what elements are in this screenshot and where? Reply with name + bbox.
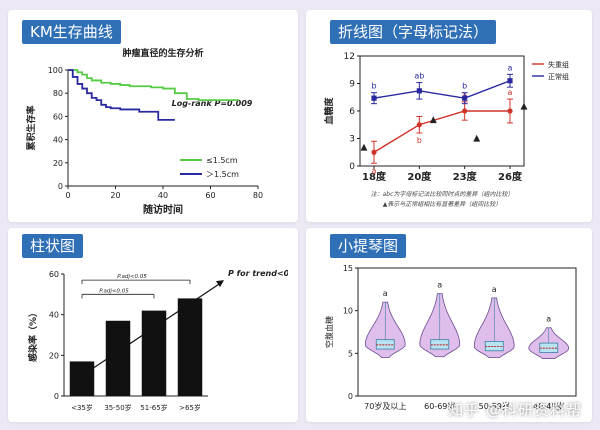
km-x-tick-label: 40 <box>158 191 168 200</box>
line-point <box>462 108 468 114</box>
line-point <box>507 78 513 84</box>
bar-chart: 0 20 40 60 感染率（%） <35岁 35-50岁 51-65岁 >65岁 P for t… <box>27 269 288 412</box>
bar-4 <box>177 298 203 396</box>
line-x-tick-label: 18度 <box>362 170 387 183</box>
line-chart: 03691218度20度23度26度血糖度abaa失重组babba正常组▲▲▲▲… <box>323 52 569 208</box>
violin-x-tick-label: 60-69岁 <box>424 401 455 411</box>
watermark: 知乎 @科研资料帮 <box>448 401 582 419</box>
line-y-tick-label: 3 <box>349 135 355 145</box>
bar-trend-arrowhead <box>216 280 224 288</box>
bar-x-tick-label: 35-50岁 <box>104 403 131 412</box>
bar-trend-arrow <box>81 281 223 377</box>
bar-y-label: 感染率（%） <box>27 308 39 362</box>
km-panel <box>8 10 298 222</box>
violin-y-tick-label: 0 <box>348 392 353 401</box>
km-annotation: Log-rank P=0.009 <box>172 99 253 108</box>
km-x-tick-label: 60 <box>205 191 215 200</box>
line-point <box>371 149 377 155</box>
line-letter-label: a <box>508 63 513 72</box>
km-y-label: 累积生存率 <box>25 105 37 150</box>
line-letter-label: b <box>417 136 422 145</box>
line-y-tick-label: 6 <box>349 107 355 117</box>
violin-x-tick-label: 70岁及以上 <box>364 401 406 411</box>
bar-y-tick-label: 0 <box>54 392 59 401</box>
bar-trend-annotation: P for trend<0.05 <box>228 269 288 278</box>
bar-1 <box>69 361 95 396</box>
violin-panel-title: 小提琴图 <box>330 234 407 258</box>
bar-bracket-label: P.adj<0.05 <box>99 288 129 294</box>
line-letter-label: a <box>372 166 377 175</box>
km-y-tick-label: 0 <box>58 182 63 191</box>
km-y-tick-label: 100 <box>48 66 63 75</box>
km-legend-label-2: ＞1.5cm <box>206 170 239 179</box>
line-point <box>462 95 468 101</box>
line-significance-marker: ▲ <box>473 133 480 143</box>
km-title: 肿瘤直径的生存分析 <box>122 47 203 59</box>
line-x-tick-label: 20度 <box>407 170 432 183</box>
bar-x-tick-label: <35岁 <box>71 403 93 412</box>
line-letter-label: b <box>371 82 376 91</box>
line-letter-label: ab <box>414 72 424 81</box>
violin-x-tick-label: 40-49岁 <box>533 401 564 411</box>
bar-bracket-label: P.adj<0.05 <box>117 274 147 280</box>
violin-letter-label: a <box>546 315 551 324</box>
km-y-tick-label: 80 <box>53 89 63 98</box>
line-y-tick-label: 0 <box>349 162 355 172</box>
violin-letter-label: a <box>437 281 442 290</box>
bar-y-tick-label: 20 <box>49 351 59 360</box>
line-legend-label-2: 正常组 <box>548 72 569 81</box>
line-point <box>371 95 377 101</box>
km-panel-title: KM生存曲线 <box>22 20 121 44</box>
line-y-label: 血糖度 <box>323 97 335 125</box>
line-y-tick-label: 9 <box>349 80 355 90</box>
km-chart: 肿瘤直径的生存分析 0 20 40 60 80 0 20 40 60 80 100 随访时间 累积生存率 L… <box>25 47 263 216</box>
line-letter-label: a <box>508 88 513 97</box>
violin-y-tick-label: 15 <box>343 264 353 273</box>
violin-x-tick-label: 50-59岁 <box>479 401 510 411</box>
line-x-tick-label: 23度 <box>453 170 478 183</box>
line-significance-marker: ▲ <box>361 143 368 153</box>
km-legend-label-1: ≤1.5cm <box>206 156 238 165</box>
line-panel-title: 折线图（字母标记法） <box>330 20 497 44</box>
line-significance-marker: ▲ <box>521 101 528 111</box>
km-y-tick-label: 40 <box>53 136 63 145</box>
violin-letter-label: a <box>383 289 388 298</box>
violin-y-tick-label: 10 <box>343 307 353 316</box>
line-footnote-1: 注：abc为字母标记法比较同时点的差异（组内比较） <box>371 190 514 198</box>
km-x-tick-label: 80 <box>253 191 263 200</box>
violin-plot-frame <box>357 267 577 397</box>
line-footnote-2: ▲表示与正常组相比有显著差异（组间比较） <box>383 200 502 208</box>
km-x-tick-label: 0 <box>65 191 70 200</box>
km-curve-2 <box>68 69 175 121</box>
violin-letter-label: a <box>492 285 497 294</box>
line-series-2 <box>373 80 511 99</box>
bar-x-tick-label: >65岁 <box>179 403 201 412</box>
line-point <box>507 108 513 114</box>
bar-y-tick-label: 60 <box>49 270 59 279</box>
line-significance-marker: ▲ <box>430 115 437 125</box>
bar-x-tick-label: 51-65岁 <box>140 403 167 412</box>
bar-2 <box>105 320 131 396</box>
bar-panel-title: 柱状图 <box>22 234 84 258</box>
km-y-tick-label: 20 <box>53 159 63 168</box>
violin-y-tick-label: 5 <box>348 349 353 358</box>
km-x-label: 随访时间 <box>143 203 183 216</box>
line-legend-label-1: 失重组 <box>548 60 569 69</box>
bar-y-tick-label: 40 <box>49 311 59 320</box>
line-y-tick-label: 12 <box>344 52 355 62</box>
line-series-1 <box>373 110 510 153</box>
km-curve-1 <box>68 69 239 102</box>
violin-chart: 0 5 10 15 空腹血糖 a 70岁及以上 a 60-69岁 a 50-59岁 a 40-49岁 <box>324 264 577 411</box>
km-x-tick-label: 20 <box>110 191 120 200</box>
line-letter-label: b <box>462 82 467 91</box>
km-y-tick-label: 60 <box>53 112 63 121</box>
line-point <box>416 88 422 94</box>
bar-3 <box>141 310 167 396</box>
line-point <box>416 122 422 128</box>
line-x-tick-label: 26度 <box>498 170 523 183</box>
violin-y-label: 空腹血糖 <box>324 316 334 348</box>
